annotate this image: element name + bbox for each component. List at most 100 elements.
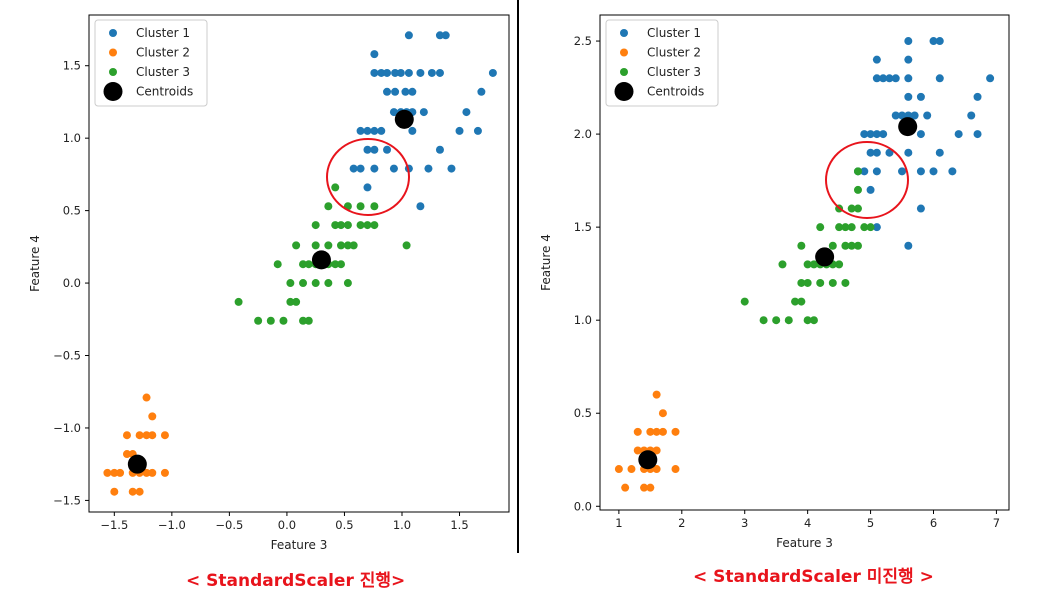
cluster-1-point bbox=[383, 145, 392, 154]
cluster-1-point bbox=[885, 148, 894, 157]
cluster-1-point bbox=[860, 130, 869, 139]
cluster-3-point bbox=[791, 297, 800, 306]
y-tick-label: 0.0 bbox=[574, 499, 592, 513]
cluster-2-point bbox=[671, 465, 680, 474]
cluster-3-point bbox=[828, 278, 837, 287]
cluster-1-point bbox=[383, 87, 392, 96]
y-tick-label: −1.0 bbox=[53, 421, 81, 435]
cluster-2-point bbox=[652, 465, 661, 474]
x-tick-label: −1.0 bbox=[158, 518, 186, 532]
cluster-1-point bbox=[904, 148, 913, 157]
legend-marker bbox=[103, 82, 123, 101]
y-tick-label: −0.5 bbox=[53, 349, 81, 363]
cluster-1-point bbox=[370, 164, 379, 173]
cluster-1-point bbox=[916, 204, 925, 213]
panel-divider bbox=[517, 0, 519, 553]
cluster-2-point bbox=[671, 427, 680, 436]
cluster-1-point bbox=[929, 37, 938, 46]
cluster-2-point bbox=[652, 427, 661, 436]
y-tick-label: 0.0 bbox=[63, 276, 81, 290]
cluster-1-point bbox=[424, 164, 433, 173]
cluster-2-point bbox=[110, 468, 119, 477]
y-tick-label: 2.5 bbox=[574, 34, 592, 48]
cluster-3-point bbox=[337, 260, 345, 269]
cluster-1-point bbox=[872, 55, 881, 64]
legend-marker bbox=[620, 48, 628, 57]
cluster-3-point bbox=[803, 278, 812, 287]
y-tick-label: 0.5 bbox=[574, 406, 592, 420]
cluster-2-point bbox=[627, 465, 636, 474]
cluster-3-point bbox=[349, 241, 358, 250]
cluster-3-point bbox=[299, 260, 308, 269]
cluster-3-point bbox=[841, 278, 850, 287]
cluster-2-point bbox=[122, 431, 131, 440]
plot-frame bbox=[88, 14, 510, 513]
highlight-ellipse bbox=[825, 141, 909, 219]
cluster-1-point bbox=[904, 55, 913, 64]
cluster-3-point bbox=[311, 279, 320, 288]
highlight-ellipse bbox=[326, 138, 410, 216]
y-tick-label: −1.5 bbox=[53, 493, 81, 507]
cluster-1-point bbox=[477, 87, 486, 96]
cluster-1-point bbox=[391, 87, 400, 96]
cluster-2-point bbox=[110, 487, 119, 496]
cluster-1-point bbox=[349, 164, 358, 173]
cluster-1-point bbox=[363, 126, 372, 135]
y-axis-label: Feature 4 bbox=[539, 234, 553, 291]
cluster-3-point bbox=[311, 241, 320, 250]
cluster-3-point bbox=[273, 260, 282, 269]
cluster-1-point bbox=[455, 126, 464, 135]
cluster-3-point bbox=[324, 241, 333, 250]
cluster-1-point bbox=[973, 130, 982, 139]
cluster-3-point bbox=[797, 278, 806, 287]
cluster-1-point bbox=[935, 148, 944, 157]
cluster-1-point bbox=[935, 37, 944, 46]
cluster-3-point bbox=[337, 221, 345, 230]
cluster-3-point bbox=[234, 297, 243, 306]
cluster-3-point bbox=[254, 316, 263, 325]
x-tick-label: 1 bbox=[615, 516, 622, 530]
cluster-1-point bbox=[447, 164, 456, 173]
cluster-1-point bbox=[391, 68, 400, 77]
cluster-1-point bbox=[396, 68, 405, 77]
cluster-1-point bbox=[866, 185, 875, 194]
cluster-1-point bbox=[435, 31, 444, 40]
cluster-1-point bbox=[389, 108, 398, 117]
cluster-3-point bbox=[343, 221, 352, 230]
centroid-marker bbox=[311, 250, 331, 270]
cluster-2-point bbox=[652, 390, 661, 399]
cluster-3-point bbox=[304, 260, 313, 269]
cluster-1-point bbox=[419, 108, 428, 117]
cluster-3-point bbox=[828, 241, 837, 250]
cluster-2-point bbox=[142, 393, 151, 402]
cluster-2-point bbox=[621, 483, 630, 492]
cluster-3-point bbox=[356, 202, 365, 211]
cluster-3-point bbox=[803, 260, 812, 269]
cluster-3-point bbox=[356, 221, 365, 230]
cluster-3-point bbox=[370, 221, 379, 230]
cluster-3-point bbox=[402, 241, 411, 250]
cluster-2-point bbox=[160, 431, 169, 440]
x-axis-label: Feature 3 bbox=[776, 536, 833, 550]
cluster-2-point bbox=[646, 427, 655, 436]
cluster-1-point bbox=[923, 111, 932, 120]
cluster-1-point bbox=[904, 92, 913, 101]
x-axis-label: Feature 3 bbox=[271, 538, 328, 552]
cluster-2-point bbox=[116, 468, 125, 477]
cluster-1-point bbox=[948, 167, 957, 176]
cluster-1-point bbox=[916, 130, 925, 139]
x-tick-label: 0.5 bbox=[335, 518, 353, 532]
cluster-2-point bbox=[658, 427, 667, 436]
x-tick-label: 0.0 bbox=[278, 518, 296, 532]
x-tick-label: 6 bbox=[930, 516, 937, 530]
cluster-1-point bbox=[370, 50, 379, 59]
cluster-1-point bbox=[879, 74, 888, 83]
cluster-2-point bbox=[640, 483, 649, 492]
legend-marker bbox=[109, 29, 117, 37]
cluster-2-point bbox=[135, 431, 144, 440]
cluster-1-point bbox=[872, 74, 881, 83]
cluster-3-point bbox=[343, 241, 352, 250]
scatter-chart-unscaled: 1 2 3 4 5 6 7 0.0 0.5 1.0 1.5 2.0 2.5 Feature 3 Featur… bbox=[539, 14, 1010, 550]
cluster-3-point bbox=[847, 241, 856, 250]
y-tick-label: 0.5 bbox=[63, 204, 81, 218]
